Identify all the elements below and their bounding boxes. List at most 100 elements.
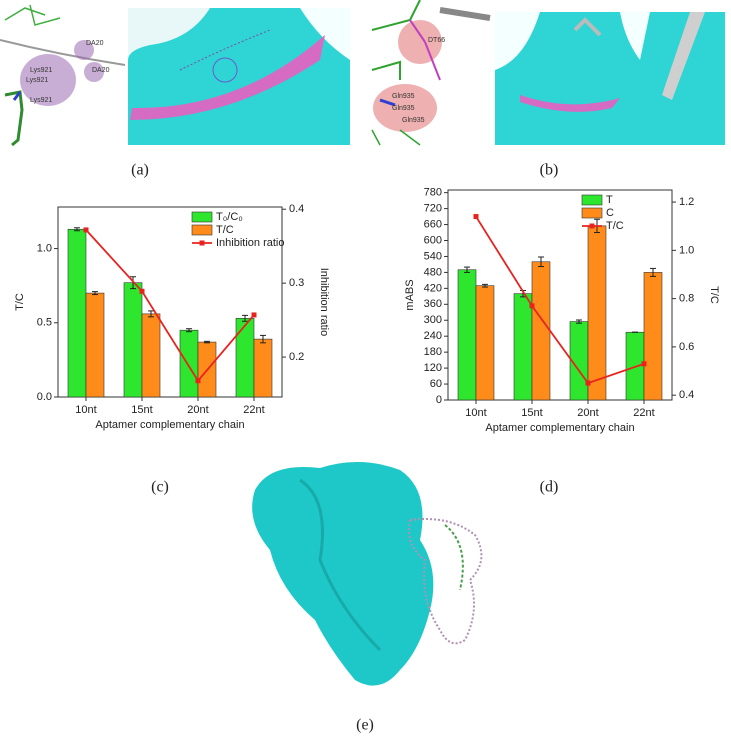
image-a-left: DA20 DA20 Lys921 Lys921 Lys921 xyxy=(0,4,126,147)
bar xyxy=(587,225,607,401)
y2-tick-label: 0.4 xyxy=(289,203,304,215)
y-tick-label: 180 xyxy=(424,346,442,358)
error-bar xyxy=(74,227,80,232)
bar xyxy=(141,313,161,398)
x-tick-label: 15nt xyxy=(131,404,152,416)
image-label: DA20 xyxy=(86,40,104,47)
line-marker xyxy=(473,214,479,220)
legend-marker xyxy=(199,240,205,246)
x-tick-label: 22nt xyxy=(633,407,654,419)
legend-label: T/C xyxy=(216,224,234,236)
image-a-right xyxy=(128,8,350,145)
bar xyxy=(643,272,663,401)
line-marker xyxy=(585,380,591,386)
x-tick-label: 22nt xyxy=(243,404,264,416)
line-marker xyxy=(529,303,535,309)
y2-tick-label: 0.3 xyxy=(289,277,304,289)
legend-marker xyxy=(589,223,595,229)
image-label: Lys921 xyxy=(30,67,52,74)
error-bar xyxy=(464,266,470,273)
x-tick-label: 10nt xyxy=(465,407,486,419)
y-tick-label: 540 xyxy=(424,250,442,262)
x-tick-label: 10nt xyxy=(75,404,96,416)
image-e xyxy=(252,461,483,686)
line xyxy=(85,229,255,383)
legend-swatch xyxy=(191,211,213,223)
bar xyxy=(235,318,255,398)
y-axis-label: T/C xyxy=(14,293,26,311)
y2-axis-label: Inhibition ratio xyxy=(318,268,330,337)
legend-label: T₀/C₀ xyxy=(216,211,243,223)
y-axis-label: mABS xyxy=(404,279,416,310)
image-label: Lys921 xyxy=(30,97,52,104)
error-bar xyxy=(204,340,210,344)
y-tick-label: 720 xyxy=(424,203,442,215)
legend-swatch xyxy=(581,194,603,206)
legend-label: T/C xyxy=(606,220,624,232)
y2-tick-label: 1.2 xyxy=(679,196,694,208)
plot-frame xyxy=(447,189,673,401)
legend-label: T xyxy=(606,194,613,206)
panel-label: (e) xyxy=(356,717,374,734)
image-label: Gln935 xyxy=(392,93,415,100)
y-tick-label: 420 xyxy=(424,282,442,294)
line-marker xyxy=(641,361,647,367)
y-tick-label: 300 xyxy=(424,314,442,326)
error-bar xyxy=(538,256,544,268)
y-tick-label: 1.0 xyxy=(37,242,52,254)
x-axis-label: Aptamer complementary chain xyxy=(485,422,634,434)
line xyxy=(475,216,645,385)
x-axis-label: Aptamer complementary chain xyxy=(95,419,244,431)
y-tick-label: 60 xyxy=(430,378,442,390)
legend-label: C xyxy=(606,207,614,219)
image-label: Gln935 xyxy=(402,117,425,124)
y-tick-label: 780 xyxy=(424,187,442,199)
line-marker xyxy=(195,378,201,384)
error-bar xyxy=(260,334,266,344)
bar xyxy=(531,261,551,401)
panel-label: (b) xyxy=(540,162,559,179)
image-b-left: DT66 Gln935 Gln935 Gln935 xyxy=(371,0,491,146)
y2-tick-label: 1.0 xyxy=(679,244,694,256)
image-label: Gln935 xyxy=(392,105,415,112)
bar xyxy=(475,285,495,401)
error-bar xyxy=(92,291,98,296)
bar xyxy=(67,228,87,398)
line-marker xyxy=(251,312,257,318)
legend-swatch xyxy=(191,224,213,236)
x-tick-label: 15nt xyxy=(521,407,542,419)
bar xyxy=(253,338,273,398)
error-bar xyxy=(576,319,582,324)
bar xyxy=(513,293,533,401)
image-label: DT66 xyxy=(428,37,445,44)
panel-label: (a) xyxy=(131,162,149,179)
bar xyxy=(85,292,105,398)
image-label: DA20 xyxy=(92,67,110,74)
plot-frame xyxy=(57,206,283,398)
error-bar xyxy=(242,314,248,322)
legend-label: Inhibition ratio xyxy=(216,237,285,249)
error-bar xyxy=(186,328,192,333)
line-marker xyxy=(83,227,89,233)
legend-swatch xyxy=(581,207,603,219)
y2-axis-label: T/C xyxy=(708,286,720,304)
x-tick-label: 20nt xyxy=(577,407,598,419)
line-marker xyxy=(139,288,145,294)
bar xyxy=(123,282,143,398)
y-tick-label: 240 xyxy=(424,330,442,342)
y2-tick-label: 0.6 xyxy=(679,341,694,353)
panel-label: (d) xyxy=(540,479,559,496)
y-tick-label: 0.5 xyxy=(37,317,52,329)
y-tick-label: 120 xyxy=(424,362,442,374)
y2-tick-label: 0.4 xyxy=(679,389,694,401)
y2-tick-label: 0.2 xyxy=(289,351,304,363)
y-tick-label: 480 xyxy=(424,266,442,278)
x-tick-label: 20nt xyxy=(187,404,208,416)
y-tick-label: 360 xyxy=(424,298,442,310)
y2-tick-label: 0.8 xyxy=(679,293,694,305)
y-tick-label: 600 xyxy=(424,234,442,246)
error-bar xyxy=(148,310,154,318)
bar xyxy=(457,269,477,401)
error-bar xyxy=(482,283,488,288)
image-label: Lys921 xyxy=(26,77,48,84)
